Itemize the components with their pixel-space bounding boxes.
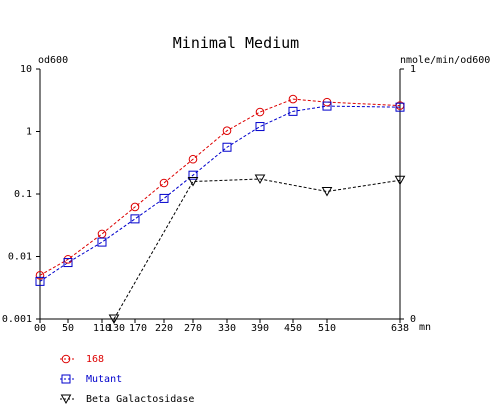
right-axis-label: nmole/min/od600	[400, 55, 490, 66]
data-point	[130, 214, 140, 224]
x-tick-label: 510	[318, 323, 336, 334]
data-point	[159, 193, 169, 203]
left-y-tick-label: 0.1	[14, 189, 32, 200]
right-y-tick-label: 0	[410, 314, 416, 325]
data-point	[130, 202, 140, 212]
data-point	[255, 122, 265, 132]
data-point	[222, 142, 232, 152]
legend-label-1: Mutant	[86, 374, 122, 385]
x-tick-label: 270	[184, 323, 202, 334]
data-point	[63, 258, 73, 268]
x-tick-label: 130	[107, 323, 125, 334]
data-point	[35, 276, 45, 286]
left-axis-label: od600	[38, 55, 68, 66]
data-point	[187, 177, 199, 187]
left-y-tick-label: 0.001	[2, 314, 32, 325]
series-line-0	[39, 98, 401, 276]
chart-title: Minimal Medium	[173, 34, 299, 52]
series-line-2	[113, 178, 401, 320]
data-point	[254, 174, 266, 185]
legend: 168 Mutant Beta Galactosidase	[60, 354, 194, 405]
legend-marker-0	[61, 354, 71, 364]
data-point	[188, 154, 198, 164]
right-y-tick-label: 1	[410, 64, 416, 75]
x-tick-label: 390	[251, 323, 269, 334]
data-point	[255, 107, 265, 117]
data-point	[108, 314, 120, 325]
data-point	[321, 187, 333, 197]
data-point	[288, 106, 298, 116]
legend-label-2: Beta Galactosidase	[86, 394, 194, 405]
data-point	[222, 126, 232, 135]
left-y-tick-label: 10	[20, 64, 32, 75]
x-tick-label: 110	[93, 323, 111, 334]
legend-marker-1	[61, 374, 71, 384]
legend-marker-2	[60, 394, 72, 405]
x-tick-label: 220	[155, 323, 173, 334]
x-tick-label: 638	[391, 323, 409, 334]
legend-label-0: 168	[86, 354, 104, 365]
data-point	[322, 101, 332, 111]
data-point	[159, 178, 169, 188]
data-point	[288, 94, 298, 104]
left-y-tick-label: 0.01	[8, 252, 32, 263]
x-tick-label: 450	[284, 323, 302, 334]
data-point	[97, 229, 107, 239]
x-tick-label: 330	[218, 323, 236, 334]
left-y-tick-label: 1	[26, 127, 32, 138]
x-unit-label: mn	[419, 322, 431, 333]
series-markers	[35, 94, 406, 325]
data-point	[97, 237, 107, 247]
x-tick-label: 170	[129, 323, 147, 334]
series-line-1	[39, 105, 401, 282]
data-point	[395, 102, 405, 112]
x-tick-label: 00	[34, 323, 46, 334]
data-point	[188, 170, 198, 180]
x-tick-label: 50	[62, 323, 74, 334]
series-lines	[39, 98, 401, 320]
data-point	[35, 271, 45, 280]
data-point	[394, 175, 406, 186]
